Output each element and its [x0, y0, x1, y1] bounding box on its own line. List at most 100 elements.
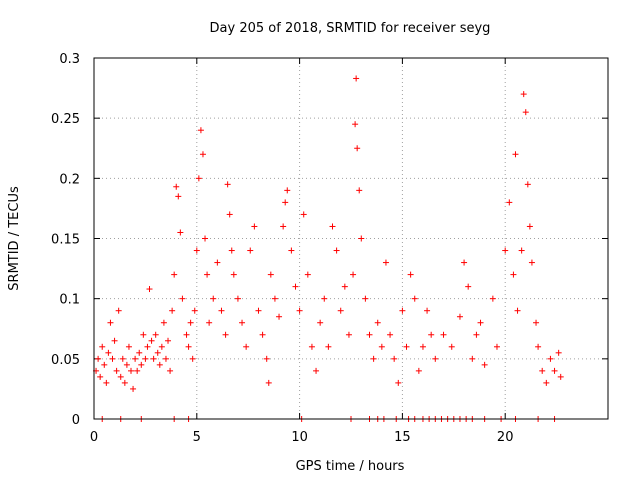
data-point	[179, 295, 186, 302]
data-point	[162, 355, 169, 362]
data-point	[407, 271, 414, 278]
data-point	[121, 379, 128, 386]
data-point	[391, 355, 398, 362]
data-point	[481, 361, 488, 368]
data-point	[130, 385, 137, 392]
data-point	[226, 211, 233, 218]
data-point	[230, 271, 237, 278]
data-point	[210, 295, 217, 302]
data-point	[461, 259, 468, 266]
data-point	[440, 331, 447, 338]
data-point	[267, 271, 274, 278]
data-point	[524, 181, 531, 188]
data-point	[325, 343, 332, 350]
data-point	[321, 295, 328, 302]
data-point	[526, 223, 533, 230]
data-point	[424, 307, 431, 314]
x-tick-label: 20	[497, 430, 514, 445]
data-point	[107, 319, 114, 326]
data-point	[288, 247, 295, 254]
data-point	[175, 193, 182, 200]
data-point	[158, 343, 165, 350]
data-point	[191, 307, 198, 314]
data-point	[115, 307, 122, 314]
data-point	[136, 349, 143, 356]
data-point	[493, 343, 500, 350]
data-point	[185, 343, 192, 350]
x-tick-label: 5	[193, 430, 201, 445]
data-point	[165, 337, 172, 344]
data-point	[117, 373, 124, 380]
chart-title: Day 205 of 2018, SRMTID for receiver sey…	[210, 21, 491, 36]
data-point	[222, 331, 229, 338]
data-point	[138, 361, 145, 368]
data-point	[533, 319, 540, 326]
data-point	[263, 355, 270, 362]
data-point	[95, 355, 102, 362]
data-point	[354, 145, 361, 152]
data-point	[374, 319, 381, 326]
data-point	[345, 331, 352, 338]
data-point	[189, 355, 196, 362]
data-point	[142, 355, 149, 362]
data-point	[193, 247, 200, 254]
data-point	[387, 331, 394, 338]
data-point	[465, 283, 472, 290]
data-point	[197, 127, 204, 134]
data-point	[535, 343, 542, 350]
data-point	[510, 271, 517, 278]
data-point	[134, 367, 141, 374]
data-point	[171, 271, 178, 278]
data-point	[403, 343, 410, 350]
data-point	[234, 295, 241, 302]
data-point	[144, 343, 151, 350]
data-point	[187, 319, 194, 326]
data-point	[224, 181, 231, 188]
y-tick-label: 0.3	[59, 52, 80, 67]
data-point	[103, 379, 110, 386]
data-point	[317, 319, 324, 326]
data-point	[218, 307, 225, 314]
data-points	[93, 75, 564, 422]
data-point	[271, 295, 278, 302]
data-point	[469, 355, 476, 362]
data-point	[341, 283, 348, 290]
y-axis-title: SRMTID / TECUs	[7, 186, 22, 291]
data-point	[502, 247, 509, 254]
data-point	[370, 355, 377, 362]
data-point	[353, 75, 360, 82]
data-point	[243, 343, 250, 350]
data-point	[132, 355, 139, 362]
data-point	[528, 259, 535, 266]
data-point	[259, 331, 266, 338]
data-point	[337, 307, 344, 314]
data-point	[395, 379, 402, 386]
data-point	[173, 183, 180, 190]
data-point	[419, 343, 426, 350]
data-point	[543, 379, 550, 386]
data-point	[247, 247, 254, 254]
data-point	[522, 109, 529, 116]
data-point	[152, 331, 159, 338]
data-point	[448, 343, 455, 350]
data-point	[518, 247, 525, 254]
data-point	[411, 295, 418, 302]
data-point	[204, 271, 211, 278]
data-point	[362, 295, 369, 302]
data-point	[280, 223, 287, 230]
data-point	[366, 331, 373, 338]
y-tick-label: 0.15	[51, 233, 80, 248]
y-tick-label: 0.05	[51, 353, 80, 368]
data-point	[199, 151, 206, 158]
x-tick-label: 10	[291, 430, 308, 445]
data-point	[140, 331, 147, 338]
data-point	[477, 319, 484, 326]
data-point	[146, 286, 153, 293]
data-point	[284, 187, 291, 194]
data-point	[214, 259, 221, 266]
y-tick-label: 0.25	[51, 112, 80, 127]
data-point	[456, 313, 463, 320]
data-point	[489, 295, 496, 302]
y-tick-label: 0	[72, 413, 80, 428]
